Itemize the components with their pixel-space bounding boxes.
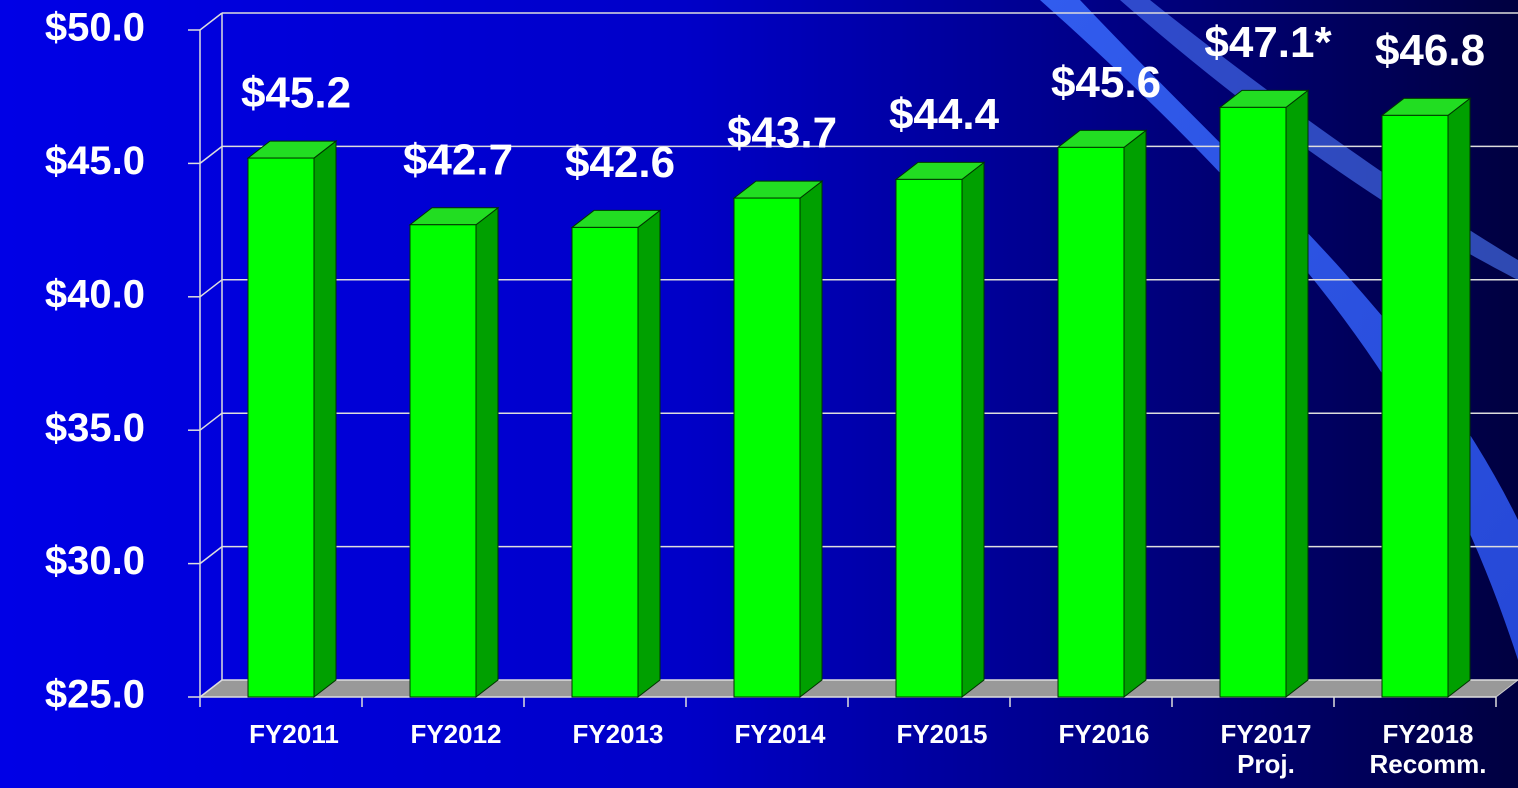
y-tick-label: $35.0 (45, 406, 145, 450)
bar (1381, 114, 1449, 698)
bar (571, 226, 639, 698)
bar (895, 178, 963, 698)
x-tick-label: FY2014 (734, 719, 826, 749)
bar-side (1123, 129, 1147, 699)
bar (733, 197, 801, 698)
y-tick-label: $25.0 (45, 673, 145, 717)
value-label: $45.2 (241, 69, 351, 118)
y-tick-label: $45.0 (45, 139, 145, 183)
x-tick-label: FY2011 (249, 719, 339, 749)
grid-side (199, 679, 223, 698)
value-label: $45.6 (1051, 58, 1161, 107)
x-tick-label: FY2016 (1058, 719, 1150, 749)
x-tick-label: FY2018 Recomm. (1369, 719, 1487, 779)
value-label: $47.1* (1204, 18, 1332, 67)
y-tick-label: $50.0 (45, 6, 145, 50)
y-tick-label: $30.0 (45, 539, 145, 583)
grid-side (199, 546, 223, 565)
grid-side (199, 279, 223, 298)
bar-side (475, 206, 499, 699)
bar (1057, 146, 1125, 698)
y-tick-label: $40.0 (45, 272, 145, 316)
x-tick-label: FY2017 Proj. (1220, 719, 1312, 779)
value-label: $43.7 (727, 109, 837, 158)
value-label: $42.6 (565, 138, 675, 187)
bar-side (1447, 97, 1471, 699)
grid-side (199, 412, 223, 431)
bar-side (799, 180, 823, 699)
bar (1219, 106, 1287, 698)
x-tick-label: FY2012 (410, 719, 502, 749)
bar-side (313, 140, 337, 699)
value-label: $42.7 (403, 135, 513, 184)
grid-side (199, 145, 223, 164)
value-label: $46.8 (1375, 26, 1485, 75)
bar (409, 224, 477, 698)
bar-side (1285, 89, 1309, 699)
x-tick-label: FY2015 (896, 719, 988, 749)
bar (247, 157, 315, 698)
x-tick-label: FY2013 (572, 719, 664, 749)
floor (198, 679, 1518, 698)
bar-side (637, 209, 661, 699)
grid-side (199, 12, 223, 31)
value-label: $44.4 (889, 90, 1000, 139)
bar-side (961, 161, 985, 699)
